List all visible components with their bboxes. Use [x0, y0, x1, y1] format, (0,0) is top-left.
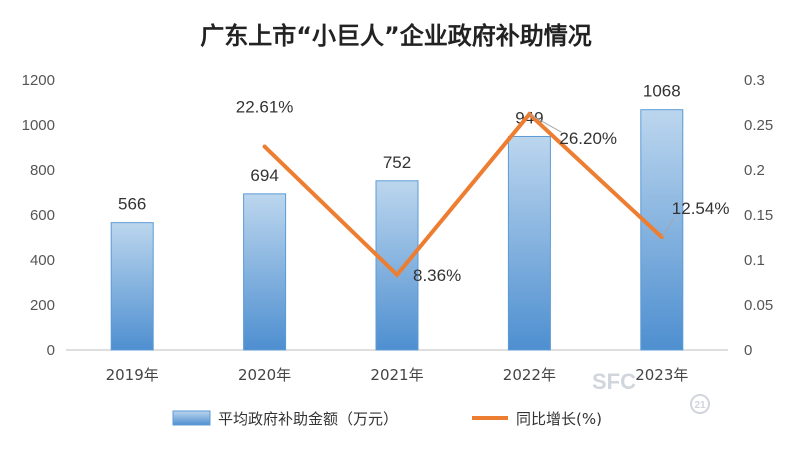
- right-tick-label: 0.3: [744, 72, 765, 89]
- growth-value-label: 26.20%: [559, 129, 617, 148]
- category-label: 2020年: [238, 366, 291, 384]
- watermark-sfc: SFC: [592, 369, 636, 394]
- growth-line: [263, 111, 664, 278]
- right-tick-label: 0.1: [744, 252, 765, 269]
- category-label: 2022年: [503, 366, 556, 384]
- bar-series: [110, 109, 684, 351]
- growth-value-label: 8.36%: [413, 266, 461, 285]
- right-tick-label: 0.2: [744, 162, 765, 179]
- left-tick-label: 1200: [22, 72, 55, 89]
- right-axis: 0 0.05 0.1 0.15 0.2 0.25 0.3: [744, 72, 773, 359]
- left-tick-label: 600: [30, 207, 55, 224]
- left-tick-label: 800: [30, 162, 55, 179]
- left-tick-label: 0: [47, 342, 55, 359]
- chart-title: 广东上市“小巨人”企业政府补助情况: [200, 22, 592, 50]
- right-tick-label: 0.25: [744, 117, 773, 134]
- left-axis: 0 200 400 600 800 1000 1200: [22, 72, 55, 359]
- watermark-logo: SFC 21: [592, 369, 710, 414]
- bar: [243, 193, 287, 351]
- watermark-badge-icon: [690, 394, 710, 414]
- left-tick-label: 200: [30, 297, 55, 314]
- category-label: 2019年: [106, 366, 159, 384]
- category-label: 2023年: [635, 366, 688, 384]
- right-tick-label: 0.05: [744, 297, 773, 314]
- line-data-labels: 22.61% 8.36% 26.20% 12.54%: [236, 98, 730, 285]
- bar-value-label: 566: [118, 195, 146, 214]
- label-leader-line: [661, 217, 675, 238]
- bar: [640, 109, 684, 351]
- left-tick-label: 400: [30, 252, 55, 269]
- right-tick-label: 0: [744, 342, 752, 359]
- bar: [507, 135, 551, 351]
- bar-value-label: 1068: [643, 82, 681, 101]
- label-leader-line: [529, 113, 562, 133]
- legend-line-label: 同比增长(%): [516, 410, 602, 428]
- growth-value-label: 12.54%: [672, 199, 730, 218]
- bar: [375, 180, 419, 351]
- growth-value-label: 22.61%: [236, 98, 294, 117]
- bar-value-label: 694: [250, 166, 278, 185]
- bar-value-label: 752: [383, 153, 411, 172]
- category-label: 2021年: [370, 366, 423, 384]
- bar: [110, 222, 154, 351]
- legend-bar-label: 平均政府补助金额（万元）: [218, 410, 398, 428]
- legend-bar-swatch: [172, 410, 211, 426]
- left-tick-label: 1000: [22, 117, 55, 134]
- watermark-21: 21: [694, 400, 706, 411]
- legend: 平均政府补助金额（万元） 同比增长(%): [172, 410, 602, 428]
- growth-point: [395, 272, 399, 277]
- category-axis: 2019年 2020年 2021年 2022年 2023年: [106, 366, 689, 384]
- growth-point: [262, 144, 267, 149]
- right-tick-label: 0.15: [744, 207, 773, 224]
